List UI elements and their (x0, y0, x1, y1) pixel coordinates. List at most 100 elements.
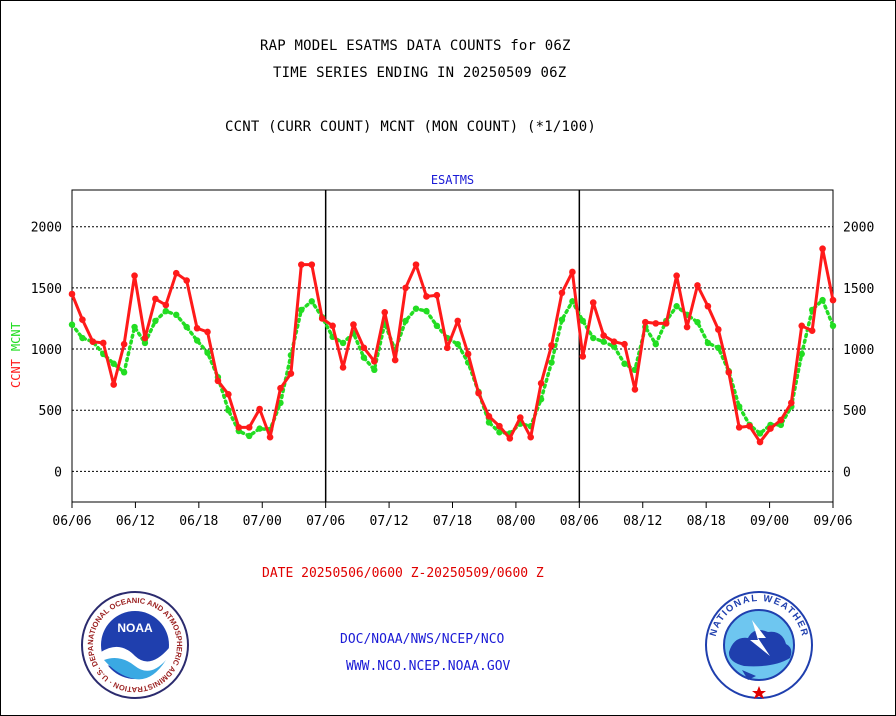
ccnt-point (402, 284, 409, 292)
y-tick-label-right: 2000 (843, 221, 874, 236)
ccnt-point (79, 316, 86, 323)
mcnt-point (423, 307, 430, 315)
mcnt-point (339, 339, 347, 347)
ccnt-point (162, 301, 170, 309)
ccnt-point (819, 245, 826, 253)
ccnt-point (527, 433, 534, 441)
y-axis-label-mcnt: MCNT (9, 322, 23, 351)
ccnt-point (433, 291, 441, 299)
mcnt-point (110, 360, 117, 367)
x-tick-label: 07/00 (243, 514, 282, 529)
mcnt-point (621, 360, 628, 367)
y-tick-label-left: 500 (39, 404, 62, 419)
ccnt-point (371, 357, 378, 365)
mcnt-point (496, 429, 503, 436)
mcnt-point (225, 407, 232, 414)
ccnt-point (725, 369, 733, 376)
mcnt-point (694, 318, 701, 326)
y-tick-label-right: 1000 (843, 343, 874, 358)
ccnt-point (89, 338, 97, 346)
mcnt-point (652, 340, 659, 348)
mcnt-point (829, 322, 837, 330)
ccnt-point (308, 261, 316, 268)
ccnt-point (204, 328, 211, 336)
ccnt-point (558, 289, 566, 297)
y-tick-label-left: 1000 (31, 343, 62, 358)
ccnt-point (183, 277, 190, 284)
ccnt-point (193, 324, 201, 332)
ccnt-point (829, 296, 837, 304)
y-axis-label: CCNT MCNT (9, 322, 23, 388)
nws-logo: NATIONAL WEATHER SERVICE (704, 590, 813, 699)
ccnt-point (141, 334, 149, 342)
ccnt-point (475, 389, 482, 397)
ccnt-point (318, 315, 326, 322)
mcnt-point (79, 334, 86, 342)
y-tick-label-right: 0 (843, 465, 851, 480)
ccnt-point (631, 386, 639, 393)
mcnt-point (360, 354, 368, 361)
ccnt-point (642, 318, 649, 326)
y-tick-label-right: 500 (843, 404, 866, 419)
mcnt-point (673, 303, 680, 310)
ccnt-point (683, 323, 691, 331)
mcnt-point (454, 340, 461, 348)
mcnt-point (246, 432, 253, 440)
ccnt-point (131, 272, 138, 279)
x-tick-label: 06/06 (52, 514, 91, 529)
mcnt-point (579, 317, 587, 325)
noaa-logo: NATIONAL OCEANIC AND ATMOSPHERIC ADMINIS… (80, 590, 189, 699)
ccnt-point (214, 377, 222, 385)
mcnt-point (548, 359, 555, 366)
ccnt-point (298, 261, 305, 268)
date-range: DATE 20250506/0600 Z-20250509/0600 Z (262, 566, 544, 581)
mcnt-point (120, 369, 128, 376)
mcnt-point (777, 421, 785, 429)
mcnt-point (798, 350, 805, 358)
y-tick-label-left: 0 (54, 465, 62, 480)
x-tick-label: 06/12 (116, 514, 155, 529)
ccnt-point (120, 340, 128, 348)
ccnt-point (652, 320, 660, 327)
x-tick-label: 08/12 (623, 514, 662, 529)
ccnt-point (454, 317, 462, 325)
ccnt-point (548, 342, 555, 349)
ccnt-point (172, 269, 180, 277)
x-tick-label: 06/18 (179, 514, 218, 529)
ccnt-point (767, 425, 774, 432)
ccnt-point (704, 302, 712, 310)
y-tick-label-right: 1500 (843, 282, 874, 297)
x-tick-label: 07/06 (306, 514, 345, 529)
chart-title-line1: RAP MODEL ESATMS DATA COUNTS for 06Z (260, 38, 571, 54)
y-axis-label-ccnt: CCNT (9, 359, 23, 388)
website-link[interactable]: WWW.NCO.NCEP.NOAA.GOV (346, 659, 511, 674)
x-tick-label: 09/06 (813, 514, 852, 529)
ccnt-point (485, 413, 493, 420)
x-tick-label: 07/12 (370, 514, 409, 529)
mcnt-point (371, 366, 378, 374)
ccnt-point (662, 320, 670, 327)
ccnt-point (350, 321, 357, 328)
ccnt-point (808, 327, 816, 335)
chart-subtitle: CCNT (CURR COUNT) MCNT (MON COUNT) (*1/1… (225, 119, 597, 135)
mcnt-series-line (70, 297, 835, 438)
ccnt-point (225, 391, 232, 398)
ccnt-point (464, 350, 472, 358)
chart-title-line2: TIME SERIES ENDING IN 20250509 06Z (273, 65, 567, 81)
ccnt-point (496, 422, 503, 430)
ccnt-point (412, 261, 420, 268)
mcnt-point (162, 307, 170, 315)
mcnt-point (735, 403, 743, 410)
ccnt-point (569, 268, 576, 276)
ccnt-point (443, 344, 451, 352)
ccnt-point (735, 424, 743, 431)
org-path-link[interactable]: DOC/NOAA/NWS/NCEP/NCO (340, 632, 505, 647)
ccnt-point (110, 381, 117, 388)
noaa-logo-text: NOAA (117, 621, 153, 635)
ccnt-point (423, 293, 430, 300)
ccnt-point (715, 326, 722, 333)
ccnt-point (777, 416, 785, 424)
x-tick-label: 08/00 (496, 514, 535, 529)
mcnt-point (183, 323, 190, 331)
mcnt-point (600, 338, 607, 345)
